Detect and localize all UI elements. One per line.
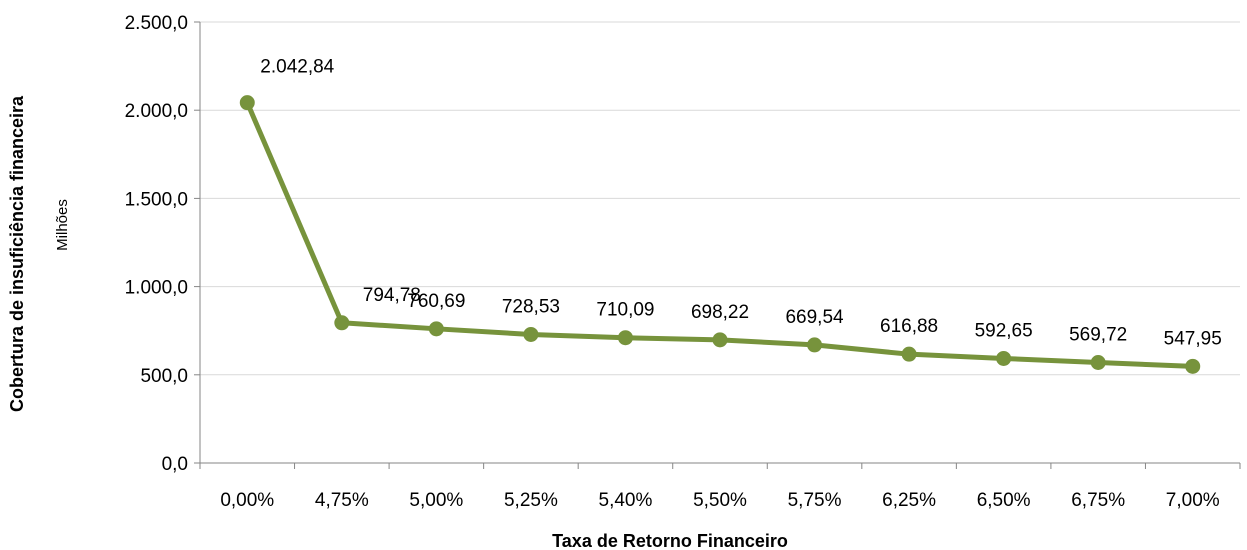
data-point <box>1185 358 1201 374</box>
data-label: 569,72 <box>1069 325 1127 346</box>
x-tick-label: 5,40% <box>599 490 653 511</box>
y-tick-label: 2.500,0 <box>125 13 188 34</box>
y-tick-label: 500,0 <box>140 366 188 387</box>
data-point <box>901 346 917 362</box>
x-tick-label: 7,00% <box>1166 490 1220 511</box>
data-label: 710,09 <box>596 300 654 321</box>
x-axis-ticks: 0,00% 4,75% 5,00% 5,25% 5,40% 5,50% 5,75% 6,25%… <box>199 463 1241 511</box>
data-point <box>712 332 728 348</box>
data-point <box>1090 355 1106 371</box>
data-label: 2.042,84 <box>260 57 334 78</box>
data-label: 547,95 <box>1164 328 1222 349</box>
data-label: 592,65 <box>975 320 1033 341</box>
x-tick-label: 5,75% <box>788 490 842 511</box>
x-tick-label: 6,50% <box>977 490 1031 511</box>
data-label: 760,69 <box>407 291 465 312</box>
y-axis-title: Cobertura de insuficiência financeira <box>7 95 27 412</box>
axes <box>199 22 1240 464</box>
data-point <box>807 337 823 353</box>
data-label: 698,22 <box>691 302 749 323</box>
data-point <box>334 315 350 331</box>
y-tick-label: 0,0 <box>162 454 188 475</box>
y-tick-label: 1.500,0 <box>125 189 188 210</box>
gridlines <box>200 21 1240 376</box>
x-tick-label: 4,75% <box>315 490 369 511</box>
data-point <box>428 321 444 337</box>
x-tick-label: 6,75% <box>1071 490 1125 511</box>
series-group <box>239 95 1201 374</box>
x-axis-title: Taxa de Retorno Financeiro <box>552 531 788 550</box>
data-label: 728,53 <box>502 296 560 317</box>
data-point <box>239 95 255 111</box>
x-tick-label: 0,00% <box>220 490 274 511</box>
x-tick-label: 5,50% <box>693 490 747 511</box>
y-tick-label: 2.000,0 <box>125 101 188 122</box>
y-tick-label: 1.000,0 <box>125 278 188 299</box>
x-tick-label: 6,25% <box>882 490 936 511</box>
data-point <box>617 330 633 346</box>
data-point <box>523 326 539 342</box>
x-tick-label: 5,25% <box>504 490 558 511</box>
y-axis-unit-label: Milhões <box>54 199 71 251</box>
data-label: 794,78 <box>363 285 421 306</box>
data-label: 669,54 <box>785 307 844 328</box>
data-label: 616,88 <box>880 316 938 337</box>
series-line <box>244 100 1196 369</box>
data-point <box>996 350 1012 366</box>
y-axis-ticks: 0,0 500,0 1.000,0 1.500,0 2.000,0 2.500,0 <box>125 13 200 475</box>
x-tick-label: 5,00% <box>409 490 463 511</box>
